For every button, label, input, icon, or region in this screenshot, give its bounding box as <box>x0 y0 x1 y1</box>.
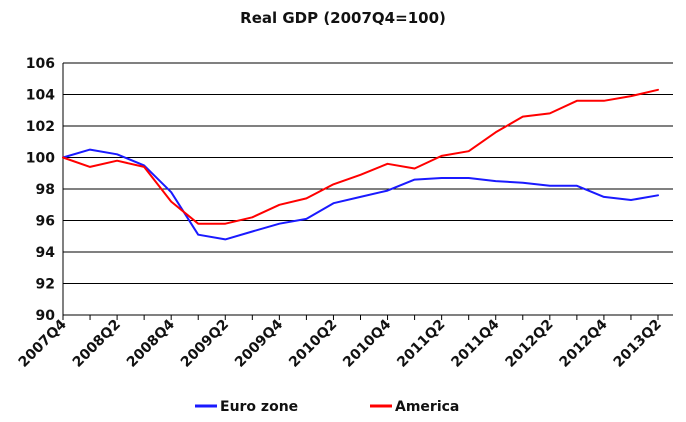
y-tick-label: 102 <box>26 119 55 135</box>
x-tick-label: 2013Q2 <box>611 317 665 371</box>
x-tick-label: 2010Q2 <box>286 317 340 371</box>
y-tick-label: 104 <box>26 88 55 104</box>
x-tick-label: 2008Q2 <box>70 317 124 371</box>
x-tick-label: 2011Q4 <box>448 316 502 370</box>
legend: Euro zone America <box>195 399 459 415</box>
x-tick-label: 2007Q4 <box>16 316 70 370</box>
series-line-america <box>62 88 659 225</box>
x-tick-label: 2010Q4 <box>340 316 394 370</box>
gridlines <box>63 62 673 284</box>
tick-labels: 90 92 94 96 98 100 102 104 106 2007Q4 2008Q2 2008Q4… <box>16 56 665 371</box>
legend-label: America <box>395 399 459 415</box>
y-tick-label: 94 <box>36 245 56 261</box>
x-tick-label: 2012Q4 <box>557 316 611 370</box>
legend-label: Euro zone <box>220 399 298 415</box>
chart-title: Real GDP (2007Q4=100) <box>240 9 446 27</box>
y-tick-label: 106 <box>26 56 55 72</box>
y-tick-label: 100 <box>26 151 55 167</box>
axes <box>62 63 673 320</box>
x-tick-label: 2009Q4 <box>232 316 286 370</box>
y-tick-label: 90 <box>36 308 56 324</box>
x-tick-label: 2008Q4 <box>124 316 178 370</box>
series-line-euro-zone <box>62 148 659 241</box>
x-tick-label: 2009Q2 <box>178 317 232 371</box>
y-tick-label: 98 <box>36 182 55 198</box>
series-lines <box>62 88 659 241</box>
y-tick-label: 96 <box>36 214 55 230</box>
y-tick-label: 92 <box>36 277 55 293</box>
x-tick-label: 2011Q2 <box>394 317 448 371</box>
x-tick-label: 2012Q2 <box>502 317 556 371</box>
